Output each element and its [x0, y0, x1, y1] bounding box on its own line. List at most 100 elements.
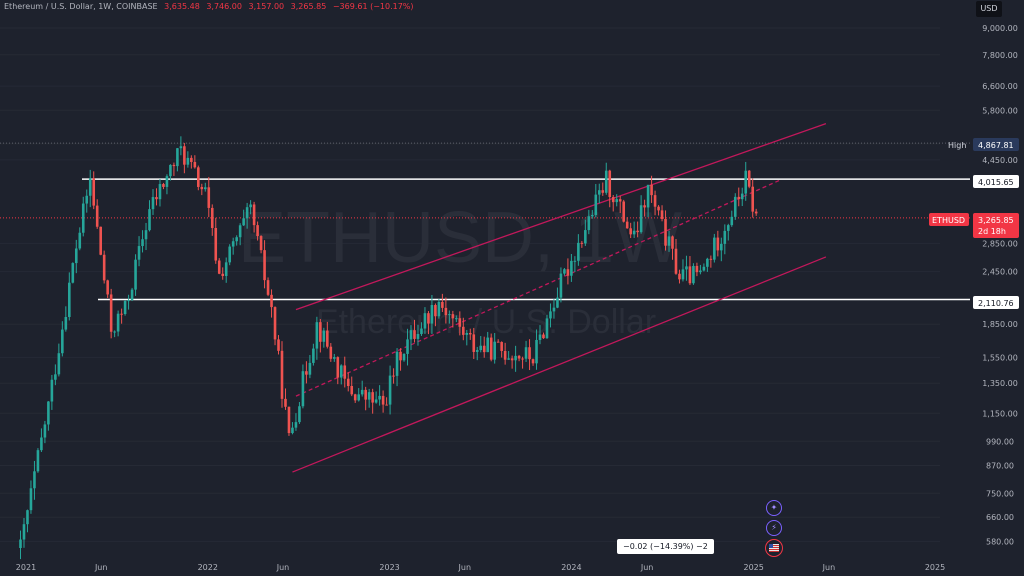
candle-body	[162, 184, 165, 187]
candle-body	[427, 313, 430, 324]
candle-body	[723, 230, 727, 244]
candle-body	[538, 334, 542, 340]
y-tick-label: 2,450.00	[982, 268, 1018, 277]
candle-body	[381, 395, 385, 405]
open-value: 3,635.48	[164, 2, 200, 11]
candle-body	[531, 359, 535, 364]
y-axis[interactable]: 9,000.007,800.006,600.005,800.004,850.00…	[982, 24, 1018, 546]
candle-body	[214, 227, 218, 261]
y-tick-label: 870.00	[986, 462, 1014, 471]
x-tick-label: 2024	[561, 563, 581, 572]
candle-body	[183, 146, 186, 165]
candle-body	[99, 226, 102, 255]
candle-body	[207, 187, 211, 208]
x-tick-label: 2025	[925, 563, 945, 572]
candle-body	[350, 385, 354, 395]
measure-label[interactable]: −0.02 (−14.39%) −2	[617, 539, 714, 554]
candle-body	[26, 510, 29, 525]
candle-body	[71, 263, 75, 283]
candle-body	[744, 170, 748, 194]
y-tick-label: 6,600.00	[982, 82, 1018, 91]
candle-body	[151, 197, 155, 210]
candle-body	[604, 170, 608, 193]
watermark-symbol: ETHUSD, 1W	[238, 198, 682, 278]
candle-body	[357, 394, 361, 401]
candle-body	[245, 207, 249, 219]
candle-body	[625, 221, 629, 229]
low-value: 3,157.00	[248, 2, 285, 11]
channel-lines[interactable]	[292, 123, 827, 473]
candle-body	[660, 210, 664, 219]
candle-body	[392, 375, 395, 377]
candle-body	[521, 358, 524, 360]
symbol-info-bar: Ethereum / U.S. Dollar, 1W, COINBASE 3,6…	[4, 2, 414, 11]
candle-body	[273, 307, 277, 340]
candle-body	[123, 300, 127, 314]
candle-body	[43, 424, 47, 438]
candle-body	[420, 328, 423, 335]
candles-layer[interactable]	[19, 136, 758, 560]
channel-upper-line	[295, 123, 827, 311]
candle-body	[92, 178, 96, 206]
candle-body	[176, 148, 179, 167]
candle-body	[47, 401, 50, 425]
candle-body	[500, 342, 503, 351]
candle-body	[203, 187, 207, 190]
watermark-name: Ethereum / U.S. Dollar	[316, 303, 656, 341]
y-tick-label: 4,450.00	[982, 156, 1018, 165]
candle-body	[549, 311, 552, 319]
candle-body	[737, 196, 741, 200]
y-tick-label: 660.00	[986, 513, 1014, 522]
candle-body	[270, 294, 273, 308]
candle-body	[740, 193, 744, 200]
candle-body	[294, 422, 298, 428]
candle-body	[374, 399, 378, 403]
channel-middle-line	[295, 179, 781, 397]
candle-body	[315, 322, 319, 349]
x-tick-label: Jun	[640, 563, 654, 572]
candle-body	[266, 280, 270, 295]
candle-body	[346, 378, 350, 386]
candle-body	[385, 404, 388, 406]
us-flag-event-icon[interactable]	[765, 539, 783, 557]
candle-body	[713, 237, 716, 260]
support-tag-value: 2,110.76	[978, 299, 1014, 308]
candle-body	[455, 318, 458, 320]
candle-body	[329, 346, 333, 359]
candle-body	[552, 307, 556, 312]
candle-body	[179, 146, 183, 149]
y-tick-label: 580.00	[986, 537, 1014, 546]
candle-body	[597, 190, 601, 195]
high-tag-value: 4,867.81	[978, 141, 1014, 150]
candle-body	[109, 294, 113, 332]
candle-body	[615, 199, 619, 203]
candle-body	[50, 379, 54, 402]
candle-body	[256, 225, 259, 237]
lightning-event-icon[interactable]: ⚡	[766, 520, 782, 536]
close-value: 3,265.85	[290, 2, 327, 11]
x-tick-label: Jun	[822, 563, 836, 572]
candle-body	[479, 345, 483, 351]
candle-body	[733, 196, 737, 217]
candle-body	[165, 176, 169, 187]
candle-body	[570, 260, 573, 276]
y-tick-label: 2,850.00	[982, 239, 1018, 248]
x-axis[interactable]: 2021 Jun 2022 Jun 2023 Jun 2024 Jun 2025 Jun 2025	[16, 563, 945, 572]
candle-body	[573, 260, 577, 262]
candle-body	[716, 237, 720, 251]
candle-body	[395, 351, 399, 376]
candle-body	[378, 395, 381, 400]
currency-button[interactable]: USD	[976, 1, 1002, 17]
candle-body	[74, 248, 78, 264]
candle-body	[224, 262, 228, 276]
candle-body	[559, 273, 563, 298]
candle-body	[444, 307, 448, 316]
crypto-event-icon[interactable]: ✦	[766, 500, 782, 516]
candle-body	[409, 330, 413, 340]
candle-body	[496, 341, 500, 343]
candle-body	[566, 269, 570, 276]
level-lines[interactable]	[0, 142, 970, 301]
candle-body	[493, 341, 496, 360]
candle-body	[517, 355, 521, 359]
